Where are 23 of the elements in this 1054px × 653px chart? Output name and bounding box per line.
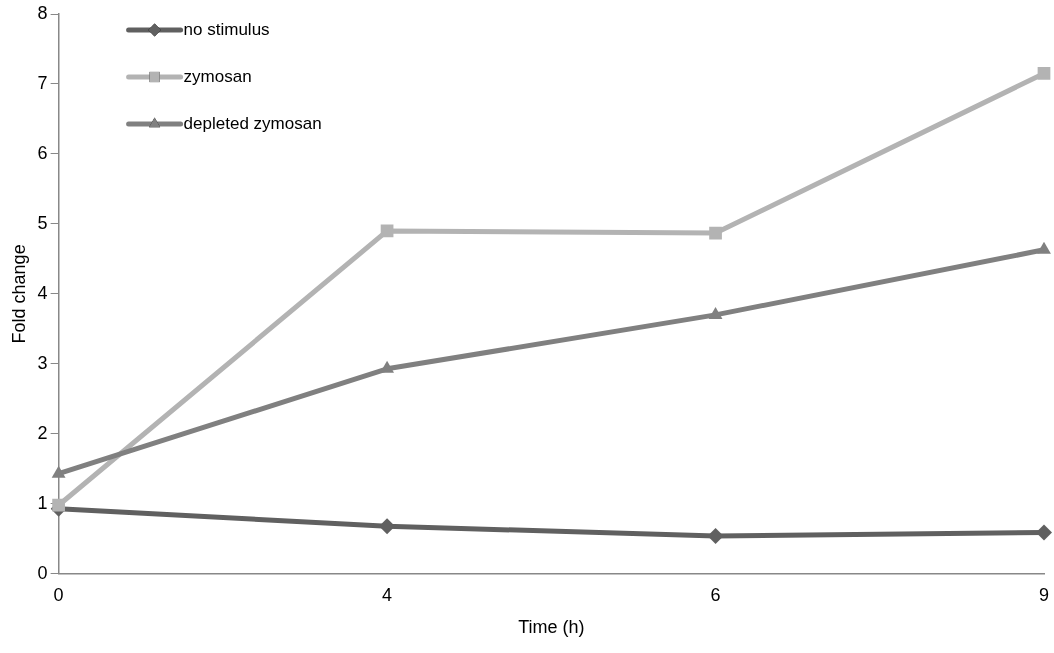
point (707, 528, 724, 545)
y-tick-label: 8 (37, 2, 48, 23)
legend-label: no stimulus (183, 19, 270, 39)
x-tick-label: 6 (710, 584, 721, 605)
legend-label: depleted zymosan (183, 113, 322, 133)
y-tick-label: 4 (37, 282, 48, 303)
point (1036, 524, 1052, 541)
y-tick-label: 7 (37, 72, 48, 93)
legend-label: zymosan (183, 66, 252, 86)
y-tick-label: 6 (37, 142, 48, 163)
x-tick-label: 9 (1038, 584, 1050, 605)
point (709, 226, 722, 240)
y-tick-label: 0 (37, 562, 48, 583)
point (1037, 67, 1051, 80)
y-tick-label: 3 (37, 352, 48, 373)
y-tick-label: 5 (37, 212, 48, 233)
point (52, 498, 65, 512)
y-axis-title: Fold change (8, 244, 29, 344)
x-tick-label: 0 (53, 584, 64, 605)
x-axis-title: Time (h) (518, 617, 585, 638)
y-tick-label: 2 (37, 422, 48, 443)
y-tick-label: 1 (37, 492, 48, 513)
x-tick-label: 4 (382, 584, 393, 605)
